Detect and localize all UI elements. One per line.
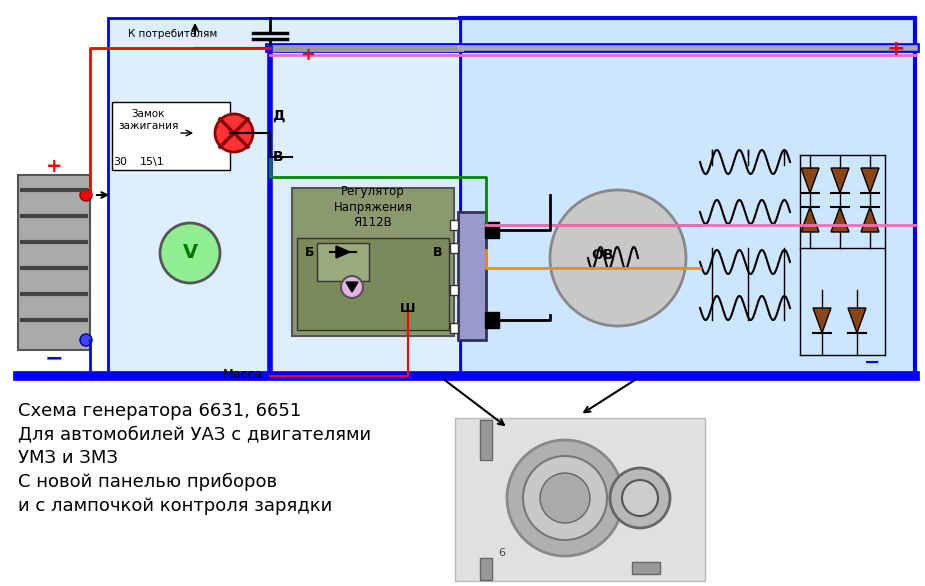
Circle shape	[622, 480, 658, 516]
Bar	[108, 18, 460, 376]
Polygon shape	[831, 168, 849, 193]
Bar	[458, 212, 486, 340]
Polygon shape	[831, 207, 849, 232]
Bar	[455, 418, 705, 581]
Text: V: V	[182, 244, 198, 263]
Text: +: +	[45, 156, 62, 175]
Bar	[460, 18, 915, 376]
Circle shape	[160, 223, 220, 283]
Circle shape	[540, 473, 590, 523]
Polygon shape	[346, 282, 358, 292]
Text: В: В	[273, 150, 283, 164]
Polygon shape	[848, 308, 866, 333]
Circle shape	[215, 114, 253, 152]
Bar	[292, 188, 454, 336]
Bar	[297, 238, 449, 330]
Text: +: +	[887, 39, 906, 59]
Text: −: −	[44, 348, 63, 368]
Text: Масса: Масса	[223, 368, 263, 381]
Bar	[450, 323, 458, 333]
Text: ОВ: ОВ	[592, 248, 614, 262]
Bar	[317, 243, 369, 281]
Text: Б: Б	[305, 246, 314, 258]
Text: 15\1: 15\1	[140, 157, 165, 167]
Bar	[480, 558, 492, 580]
Bar	[632, 562, 660, 574]
Polygon shape	[861, 207, 879, 232]
Circle shape	[80, 189, 92, 201]
Bar	[450, 285, 458, 295]
Bar	[485, 312, 499, 328]
Bar	[485, 222, 499, 238]
Bar	[450, 220, 458, 230]
Bar	[18, 175, 90, 350]
Text: Схема генератора 6631, 6651
Для автомобилей УАЗ с двигателями
УМЗ и ЗМЗ
С новой : Схема генератора 6631, 6651 Для автомоби…	[18, 402, 371, 515]
Polygon shape	[801, 207, 819, 232]
Bar	[480, 420, 492, 460]
Text: 30: 30	[113, 157, 127, 167]
Polygon shape	[336, 246, 350, 258]
Circle shape	[550, 190, 686, 326]
Circle shape	[80, 334, 92, 346]
Circle shape	[341, 276, 363, 298]
Text: 6: 6	[499, 548, 505, 558]
Polygon shape	[813, 308, 831, 333]
Circle shape	[507, 440, 623, 556]
Text: В: В	[433, 246, 443, 258]
Text: Замок
зажигания: Замок зажигания	[117, 109, 179, 131]
Text: Д: Д	[272, 109, 284, 123]
Text: К потребителям: К потребителям	[129, 29, 217, 39]
Text: Ш: Ш	[401, 302, 415, 315]
Text: Регулятор
Напряжения
Я112В: Регулятор Напряжения Я112В	[334, 186, 413, 229]
Polygon shape	[801, 168, 819, 193]
Text: +: +	[301, 46, 315, 64]
Bar	[450, 243, 458, 253]
Text: −: −	[864, 353, 881, 372]
Circle shape	[610, 468, 670, 528]
Polygon shape	[861, 168, 879, 193]
Circle shape	[523, 456, 607, 540]
Bar	[112, 102, 230, 170]
